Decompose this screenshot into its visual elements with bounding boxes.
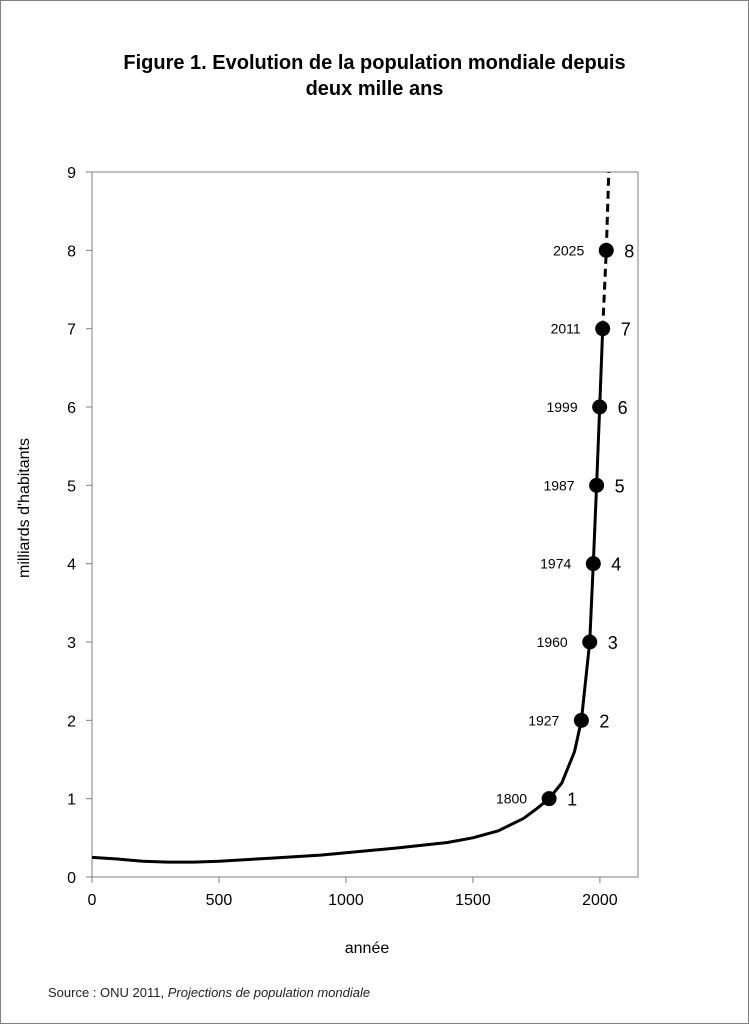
chart-series xyxy=(91,171,611,864)
milestone-point xyxy=(573,712,589,728)
milestone-year-label: 1987 xyxy=(543,477,574,493)
milestone-value-label: 7 xyxy=(621,320,631,340)
milestone-year-label: 2025 xyxy=(553,242,584,258)
source-title: Projections de population mondiale xyxy=(167,985,371,1000)
source-prefix: Source : ONU 2011, xyxy=(48,985,168,1000)
x-axis-label: année xyxy=(344,940,390,957)
chart-title-line-1: Figure 1. Evolution de la population mon… xyxy=(123,52,626,74)
milestone-year-label: 2011 xyxy=(551,321,581,337)
y-axis-label: milliards d'habitants xyxy=(16,437,33,579)
milestone-value-label: 8 xyxy=(624,241,634,261)
milestone-point xyxy=(582,634,598,650)
milestone-point xyxy=(585,556,601,572)
milestone-value-label: 6 xyxy=(618,398,628,418)
milestone-year-label: 1960 xyxy=(537,634,568,650)
y-tick-label: 9 xyxy=(67,165,76,182)
y-tick-label: 4 xyxy=(67,557,76,574)
population-line xyxy=(91,328,605,864)
x-tick-label: 1500 xyxy=(455,892,491,909)
y-tick-label: 3 xyxy=(67,635,76,652)
y-tick-label: 1 xyxy=(67,792,76,809)
milestone-year-label: 1974 xyxy=(540,556,571,572)
x-tick-label: 500 xyxy=(206,892,233,909)
source-note: Source : ONU 2011, Projections de popula… xyxy=(48,985,370,1000)
milestone-year-label: 1999 xyxy=(546,399,577,415)
milestone-point xyxy=(541,791,557,807)
milestone-point xyxy=(595,321,611,337)
milestone-value-label: 5 xyxy=(615,476,625,496)
milestone-value-label: 1 xyxy=(567,790,577,810)
milestone-point xyxy=(589,477,605,493)
y-tick-label: 0 xyxy=(67,870,76,887)
chart-milestones: 1800 1 1927 2 1960 3 1974 4 1987 5 1999 6 2011 7 2025 8 xyxy=(496,241,634,809)
plot-area-border xyxy=(91,171,639,878)
y-tick-label: 2 xyxy=(67,713,76,730)
milestone-year-label: 1927 xyxy=(528,712,559,728)
chart-title: Figure 1. Evolution de la population mon… xyxy=(0,50,749,102)
milestone-value-label: 3 xyxy=(608,633,618,653)
milestone-point xyxy=(598,242,614,258)
milestone-point xyxy=(592,399,608,415)
milestone-value-label: 4 xyxy=(611,555,621,575)
x-tick-label: 0 xyxy=(88,892,97,909)
milestone-year-label: 1800 xyxy=(496,791,527,807)
y-tick-label: 7 xyxy=(67,322,76,339)
milestone-value-label: 2 xyxy=(599,711,609,731)
y-tick-label: 5 xyxy=(67,478,76,495)
x-tick-label: 2000 xyxy=(582,892,618,909)
y-tick-label: 8 xyxy=(67,243,76,260)
chart-title-line-2: deux mille ans xyxy=(305,78,444,100)
y-tick-label: 6 xyxy=(67,400,76,417)
x-tick-label: 1000 xyxy=(328,892,364,909)
chart-axes: 0 500 1000 1500 2000 0 1 2 3 4 5 6 7 8 9 xyxy=(67,165,639,909)
